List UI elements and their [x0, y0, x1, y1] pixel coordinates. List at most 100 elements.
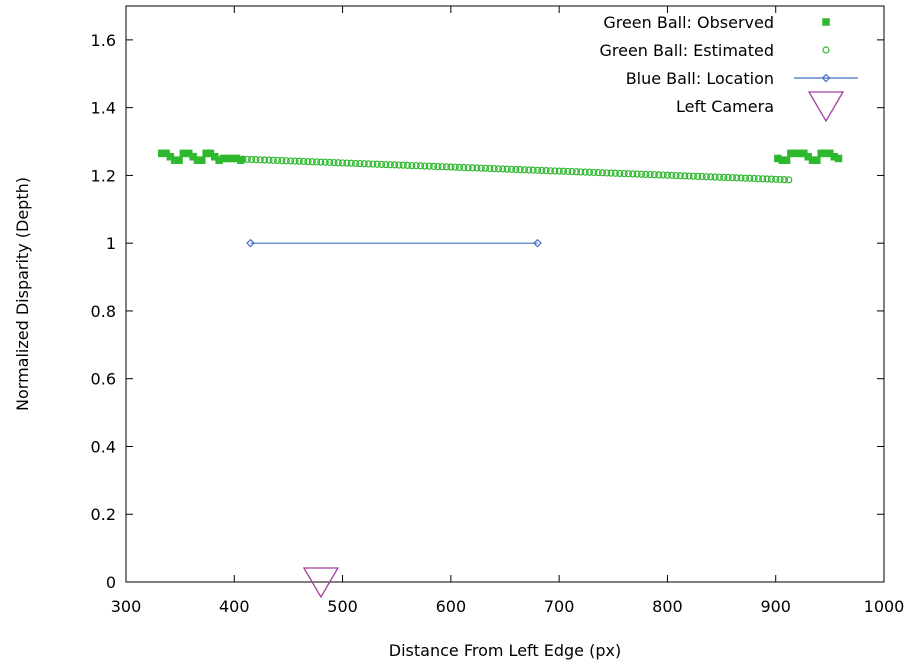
estimated-point — [455, 163, 464, 171]
estimated-point — [291, 157, 299, 165]
estimated-point — [317, 158, 325, 166]
estimated-point — [668, 171, 676, 179]
estimated-point — [248, 155, 256, 164]
estimated-point — [274, 156, 282, 165]
estimated-point — [663, 171, 672, 179]
x-axis-label: Distance From Left Edge (px) — [389, 641, 621, 660]
estimated-point — [728, 174, 737, 182]
series-estimated — [239, 155, 793, 184]
estimated-point — [512, 165, 520, 174]
observed-point — [834, 154, 843, 163]
estimated-point — [737, 174, 745, 182]
estimated-point — [711, 173, 719, 181]
observed-point — [198, 156, 206, 164]
estimated-point — [538, 166, 546, 175]
x-tick-label: 1000 — [864, 597, 905, 616]
estimated-point — [265, 156, 273, 164]
estimated-point — [451, 163, 459, 171]
estimated-point — [559, 167, 568, 175]
estimated-point — [594, 168, 602, 177]
estimated-point — [637, 170, 646, 178]
estimated-point — [304, 158, 312, 166]
estimated-point — [347, 159, 355, 167]
estimated-point — [399, 161, 407, 169]
estimated-point — [754, 175, 762, 183]
legend-marker — [821, 73, 831, 83]
legend: Green Ball: Observed Green Ball: Estimate… — [599, 13, 858, 123]
estimated-point — [321, 158, 329, 166]
legend-label: Blue Ball: Location — [626, 69, 774, 88]
estimated-point — [650, 171, 659, 179]
estimated-point — [299, 157, 308, 166]
estimated-point — [516, 166, 524, 174]
estimated-point — [672, 171, 680, 180]
estimated-point — [616, 169, 624, 178]
estimated-point — [490, 165, 498, 173]
x-tick-label: 600 — [436, 597, 467, 616]
estimated-point — [715, 173, 724, 181]
x-tick-label: 900 — [760, 597, 791, 616]
series-observed — [157, 149, 843, 164]
estimated-point — [720, 173, 728, 181]
estimated-point — [503, 165, 511, 173]
observed-point — [237, 156, 245, 164]
estimated-point — [520, 166, 529, 174]
estimated-point — [629, 170, 637, 178]
estimated-point — [425, 162, 433, 170]
estimated-point — [269, 156, 277, 164]
estimated-point — [546, 167, 555, 175]
estimated-point — [421, 162, 429, 170]
estimated-point — [460, 163, 468, 172]
estimated-point — [620, 169, 628, 178]
estimated-point — [611, 169, 620, 177]
estimated-point — [312, 158, 321, 166]
estimated-point — [499, 165, 507, 173]
estimated-point — [256, 156, 264, 164]
series-left-camera — [302, 567, 340, 599]
estimated-point — [477, 164, 485, 172]
legend-label: Green Ball: Observed — [603, 13, 774, 32]
x-tick-label: 800 — [652, 597, 683, 616]
estimated-point — [295, 157, 303, 165]
estimated-point — [607, 169, 615, 177]
y-tick-label: 1.4 — [91, 99, 116, 118]
estimated-point — [533, 166, 542, 174]
blue-ball-point — [533, 238, 542, 248]
estimated-point — [525, 166, 533, 174]
estimated-point — [676, 172, 685, 180]
legend-marker — [822, 18, 830, 26]
estimated-point — [416, 162, 425, 170]
estimated-point — [481, 164, 490, 172]
estimated-point — [351, 159, 360, 168]
estimated-point — [642, 170, 650, 179]
estimated-point — [325, 158, 334, 167]
legend-marker — [822, 46, 830, 54]
estimated-point — [278, 157, 286, 165]
chart-marks — [157, 149, 843, 599]
estimated-point — [360, 160, 368, 168]
estimated-point — [330, 158, 338, 167]
estimated-point — [655, 171, 663, 179]
y-tick-label: 0.2 — [91, 505, 116, 524]
blue-ball-point — [246, 238, 255, 248]
estimated-point — [776, 175, 784, 184]
estimated-point — [746, 174, 754, 182]
estimated-point — [767, 175, 775, 183]
estimated-point — [386, 161, 394, 169]
estimated-point — [681, 172, 689, 180]
estimated-point — [373, 160, 381, 168]
estimated-point — [369, 160, 377, 168]
estimated-point — [551, 167, 559, 175]
estimated-point — [581, 168, 589, 176]
estimated-point — [468, 164, 477, 172]
estimated-point — [447, 163, 455, 171]
estimated-point — [438, 163, 446, 171]
estimated-point — [334, 159, 342, 167]
estimated-point — [603, 169, 611, 177]
estimated-point — [564, 167, 572, 176]
estimated-point — [338, 159, 347, 167]
estimated-point — [261, 156, 269, 164]
estimated-point — [429, 162, 438, 170]
axis-ticks: 300 400 500 600 700 800 900 1000 0 0.2 0.4 0.6 0.8 1 1… — [91, 6, 905, 616]
estimated-point — [598, 169, 607, 177]
